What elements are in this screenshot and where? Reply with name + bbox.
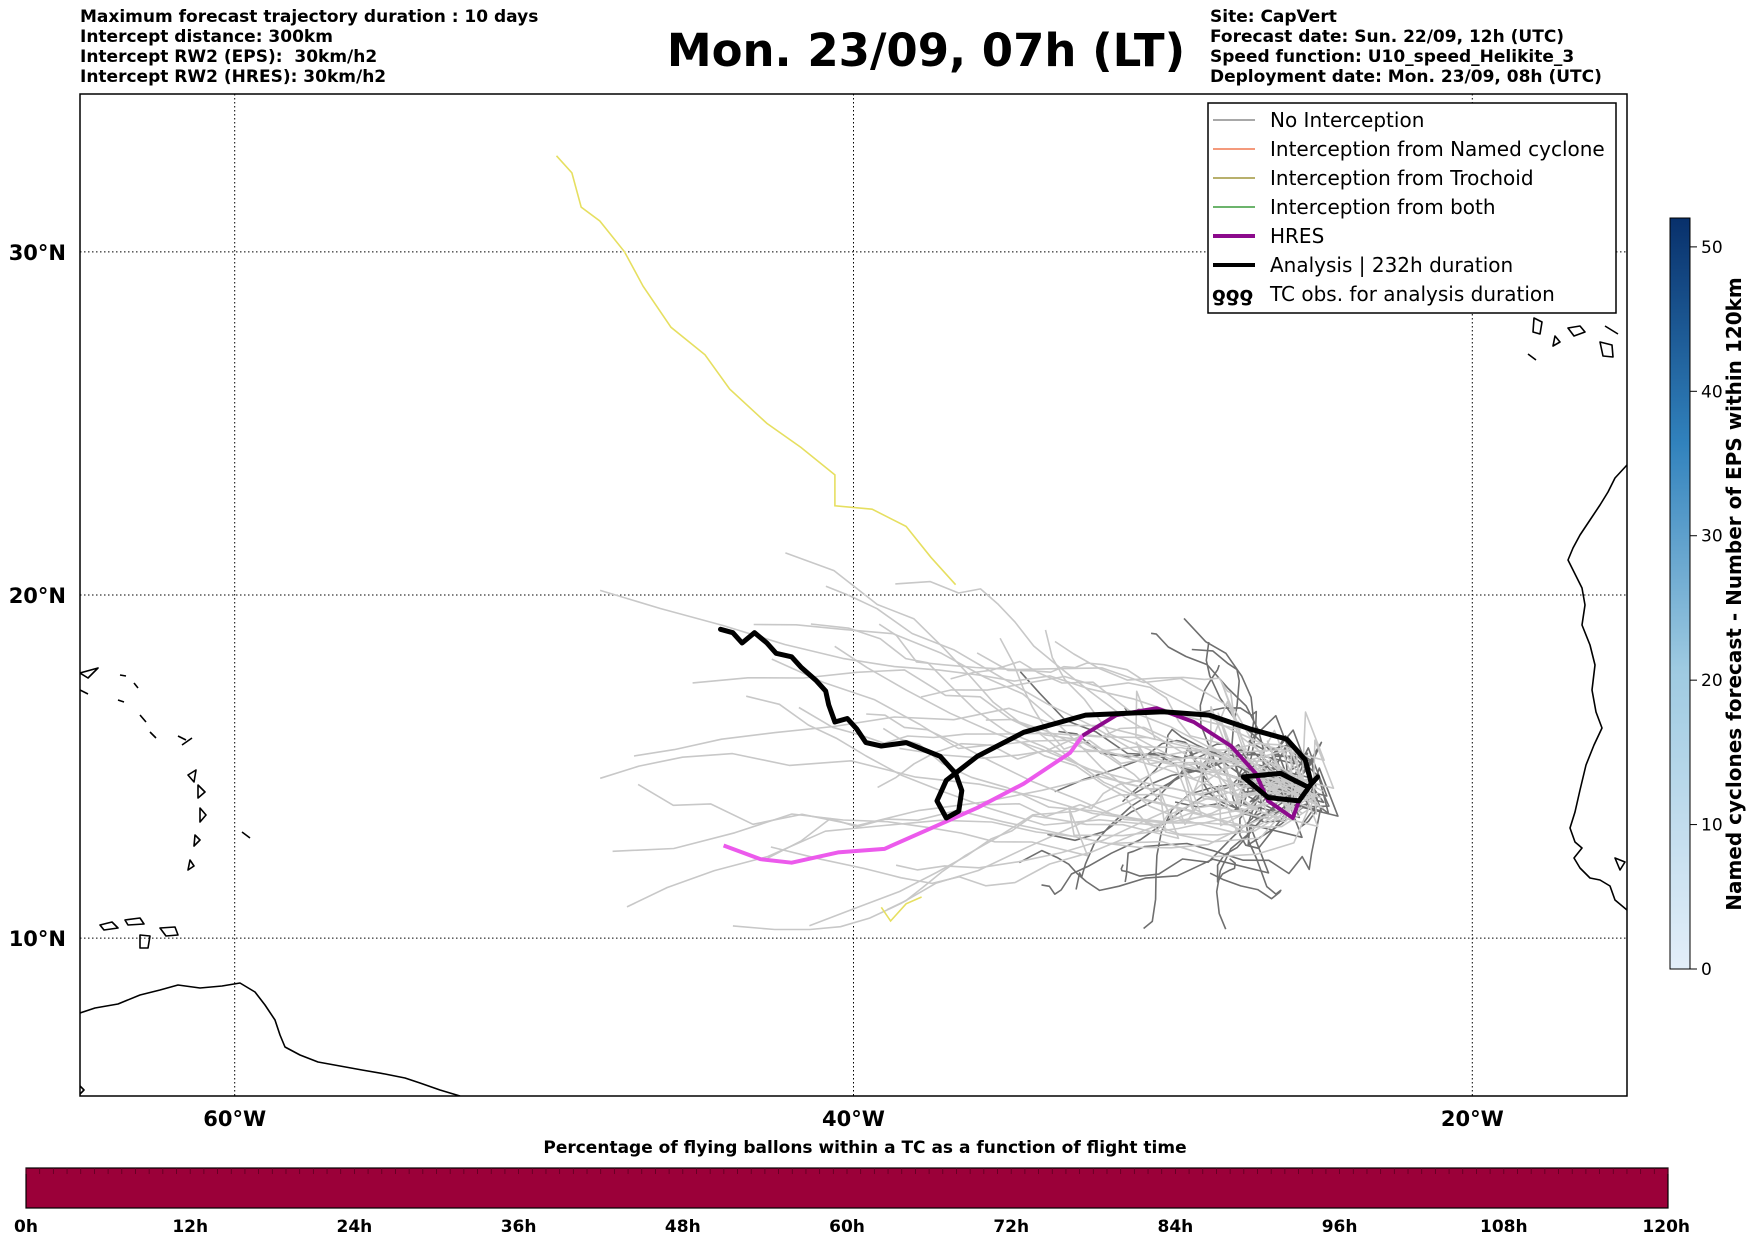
legend-box: [1207, 102, 1617, 314]
bottom-bar-tick-label: 72h: [993, 1217, 1029, 1237]
bottom-bar-tick-label: 48h: [665, 1217, 701, 1237]
header-right-line: Speed function: U10_speed_Helikite_3: [1210, 47, 1575, 67]
header-left-line: Intercept distance: 300km: [80, 27, 333, 47]
colorbar-tick-label: 0: [1701, 960, 1712, 980]
axis-labels: 60°W 40°W 20°W 10°N 20°N 30°N: [9, 241, 1504, 1131]
coastline-west-africa: [1567, 464, 1627, 911]
colorbar-tick-label: 30: [1701, 527, 1723, 547]
eps-trajectory: [1183, 617, 1328, 797]
bottom-bar-tick-label: 120h: [1642, 1217, 1690, 1237]
eps-trajectories: [599, 552, 1339, 931]
bottom-bar-tick-label: 24h: [337, 1217, 373, 1237]
eps-trajectory: [732, 748, 1307, 931]
eps-trajectory: [899, 705, 1322, 799]
coastline-cape-verde: [1527, 317, 1626, 871]
trochoid-trajectory: [555, 155, 957, 586]
bottom-bar-title: Percentage of flying ballons within a TC…: [543, 1138, 1186, 1158]
eps-trajectory: [637, 741, 1319, 827]
map-title: Mon. 23/09, 07h (LT): [666, 24, 1186, 77]
bottom-bar-tick-label: 36h: [501, 1217, 537, 1237]
bottom-bar-tick-label: 108h: [1480, 1217, 1528, 1237]
eps-trajectory: [1124, 809, 1322, 883]
legend-label: Interception from both: [1270, 195, 1496, 219]
lon-tick-label: 20°W: [1441, 1107, 1504, 1131]
hres-trajectory-early: [722, 734, 1085, 865]
eps-trajectory: [986, 739, 1335, 818]
legend-label: Analysis | 232h duration: [1270, 253, 1513, 277]
bottom-bar-tick-label: 12h: [172, 1217, 208, 1237]
colorbar-gradient: [1669, 217, 1691, 970]
legend-label: Interception from Trochoid: [1270, 166, 1534, 190]
bottom-bar-tick-label: 84h: [1158, 1217, 1194, 1237]
main-trajectories: [555, 155, 1321, 923]
header-right-line: Site: CapVert: [1210, 7, 1337, 27]
tc-symbol-icon: ƍƍƍ: [1212, 282, 1253, 306]
bottom-bar-fill: [25, 1167, 1669, 1209]
lat-tick-label: 30°N: [9, 241, 66, 265]
lat-tick-label: 20°N: [9, 584, 66, 608]
legend: No Interception Interception from Named c…: [1207, 102, 1617, 314]
eps-trajectory: [809, 789, 1286, 927]
colorbar-tick-label: 40: [1701, 382, 1723, 402]
eps-trajectory: [877, 739, 1319, 828]
eps-trajectory: [976, 652, 1325, 781]
coastline-lesser-antilles: [80, 667, 251, 871]
bottom-bar-ticks: 0h 12h 24h 36h 48h 60h 72h 84h 96h 108h 120h: [14, 1168, 1690, 1237]
coastline-trinidad: [139, 934, 151, 949]
header-right-info: Site: CapVert Forecast date: Sun. 22/09,…: [1210, 7, 1602, 87]
eps-trajectory: [810, 623, 1283, 806]
colorbar-tick-label: 20: [1701, 671, 1723, 691]
lon-tick-label: 40°W: [822, 1107, 885, 1131]
coastline-south-america: [80, 982, 461, 1096]
legend-label: TC obs. for analysis duration: [1269, 282, 1555, 306]
legend-label: Interception from Named cyclone: [1270, 137, 1605, 161]
lat-tick-label: 10°N: [9, 927, 66, 951]
header-right-line: Deployment date: Mon. 23/09, 08h (UTC): [1210, 67, 1602, 87]
legend-label: HRES: [1270, 224, 1324, 248]
bottom-bar-tick-label: 96h: [1322, 1217, 1358, 1237]
eps-trajectory: [886, 759, 1303, 911]
header-right-line: Forecast date: Sun. 22/09, 12h (UTC): [1210, 27, 1565, 47]
eps-trajectory: [626, 808, 1280, 908]
eps-trajectory: [1054, 640, 1304, 799]
header-left-line: Intercept RW2 (EPS): 30km/h2: [80, 47, 378, 67]
bottom-bar-tick-label: 60h: [829, 1217, 865, 1237]
colorbar-tick-label: 50: [1701, 238, 1723, 258]
lon-tick-label: 60°W: [203, 1107, 266, 1131]
header-left-line: Maximum forecast trajectory duration : 1…: [80, 7, 539, 27]
coastlines: [80, 317, 1627, 1096]
eps-trajectory: [866, 713, 1309, 829]
eps-trajectory: [746, 695, 1303, 826]
map-content: [80, 94, 1627, 1096]
map-frame: [79, 93, 1628, 1097]
eps-trajectory: [1011, 736, 1287, 832]
colorbar-cyclones: Named cyclones forecast - Number of EPS …: [1669, 217, 1746, 980]
bottom-bar-tick-label: 0h: [14, 1217, 38, 1237]
eps-trajectory: [985, 718, 1280, 826]
flight-time-bar: Percentage of flying ballons within a TC…: [14, 1138, 1690, 1237]
eps-trajectory: [920, 675, 1304, 809]
header-left-info: Maximum forecast trajectory duration : 1…: [80, 7, 538, 87]
header-left-line: Intercept RW2 (HRES): 30km/h2: [80, 67, 387, 87]
colorbar-label: Named cyclones forecast - Number of EPS …: [1722, 277, 1746, 911]
legend-label: No Interception: [1270, 108, 1424, 132]
eps-trajectory: [999, 637, 1301, 783]
coastline-venezuela-islands: [99, 917, 179, 937]
analysis-trajectory: [718, 626, 1321, 821]
trochoid-trajectory: [880, 896, 922, 923]
eps-trajectory: [692, 669, 1300, 834]
eps-trajectory: [599, 752, 1319, 836]
colorbar-tick-label: 10: [1701, 816, 1723, 836]
